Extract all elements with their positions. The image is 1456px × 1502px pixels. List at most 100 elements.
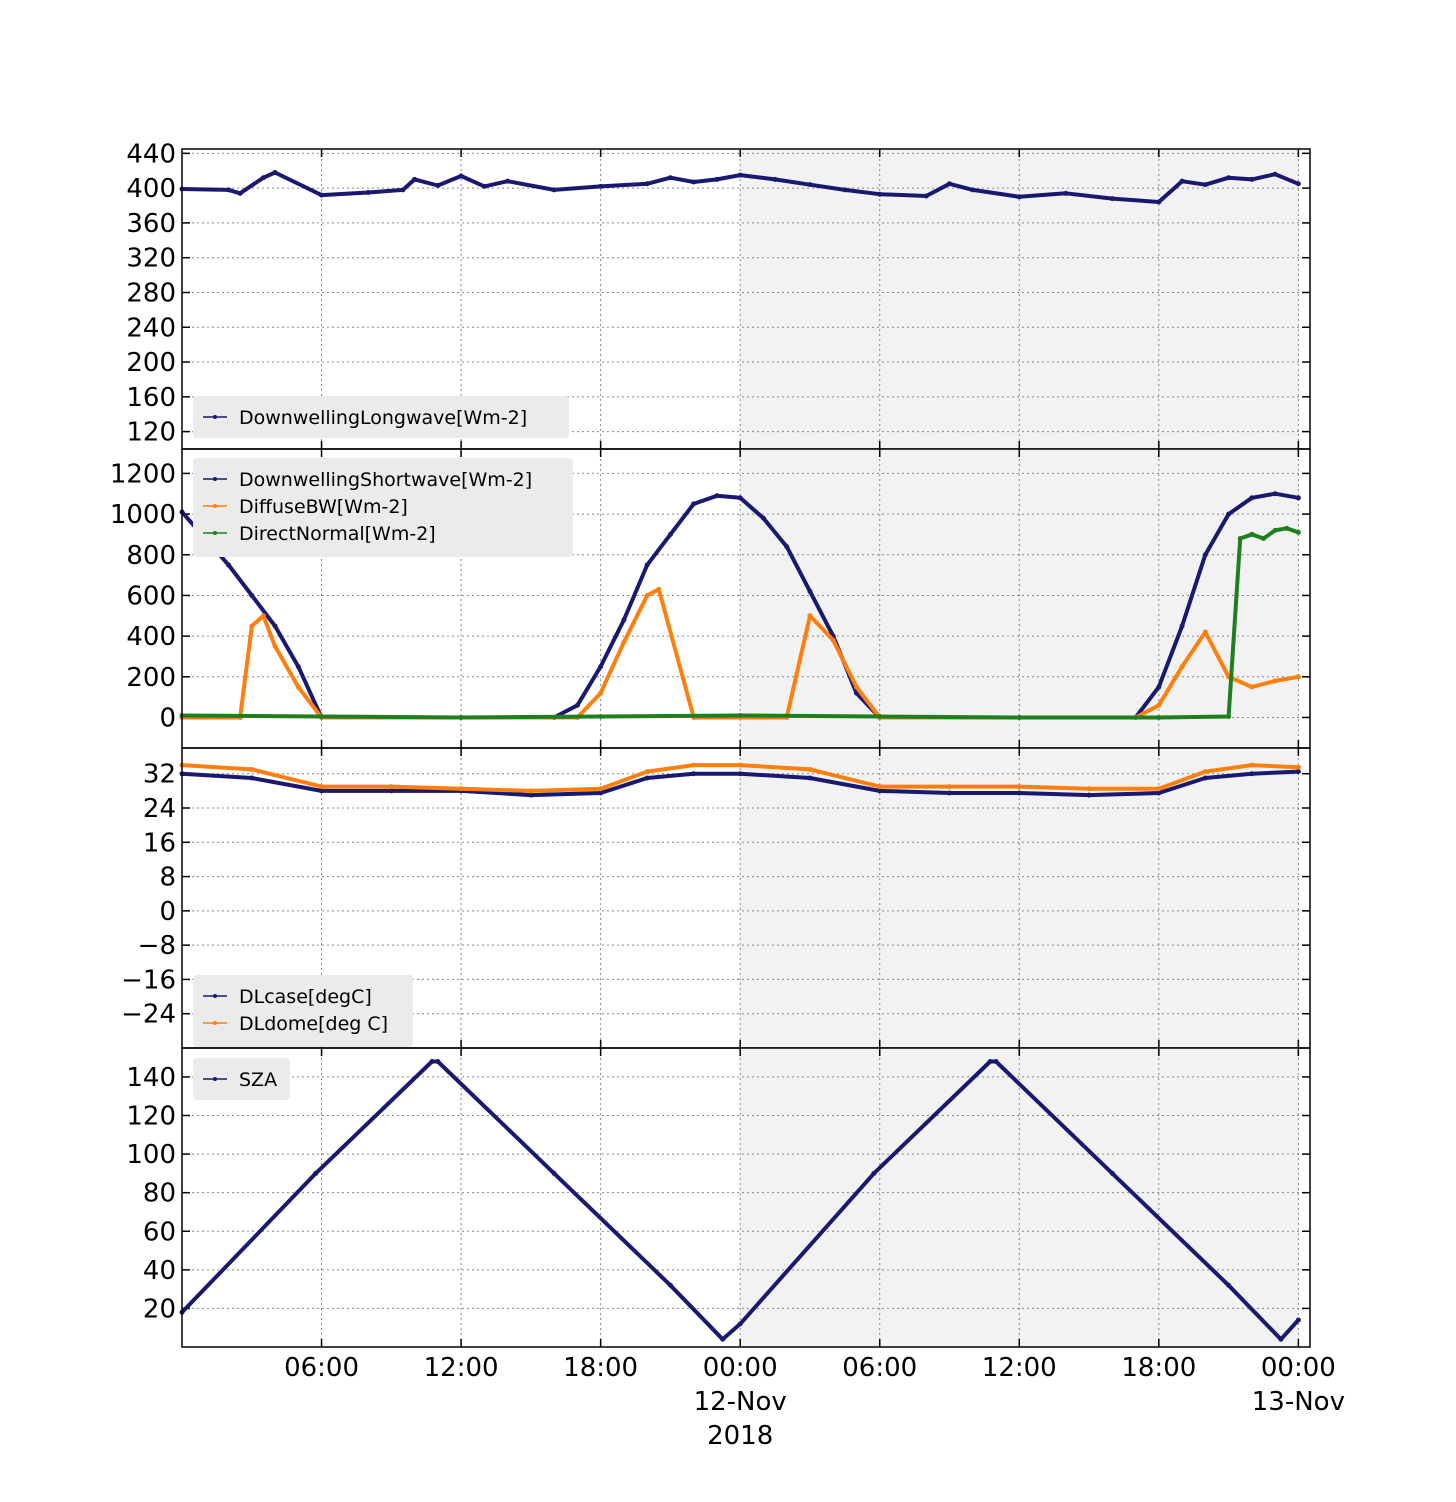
data-point [1109, 1170, 1115, 1176]
legend-label: SZA [239, 1069, 277, 1091]
data-point [807, 775, 813, 781]
y-tick-label: 400 [126, 174, 176, 204]
data-point [598, 786, 604, 792]
data-point [528, 788, 534, 794]
y-tick-label: 60 [143, 1217, 176, 1247]
y-tick-label: −16 [121, 965, 176, 995]
data-point [551, 1170, 557, 1176]
legend-label: DirectNormal[Wm-2] [239, 523, 436, 545]
y-tick-label: −24 [121, 1000, 176, 1030]
data-point [644, 769, 650, 775]
data-point [319, 784, 325, 790]
data-point [1295, 181, 1301, 187]
y-tick-label: 20 [143, 1294, 176, 1324]
data-point [970, 187, 976, 193]
data-point [877, 788, 883, 794]
data-point [272, 169, 278, 175]
data-point [737, 771, 743, 777]
data-point [598, 664, 604, 670]
data-point [923, 193, 929, 199]
y-tick-label: 160 [126, 383, 176, 413]
y-tick-label: 360 [126, 209, 176, 239]
x-tick-label: 06:00 [284, 1353, 359, 1383]
data-point [1202, 769, 1208, 775]
data-point [319, 713, 325, 719]
legend-marker [213, 504, 217, 508]
data-point [551, 187, 557, 193]
data-point [272, 643, 278, 649]
data-point [691, 762, 697, 768]
data-point [1156, 786, 1162, 792]
y-tick-label: 1000 [110, 500, 176, 530]
data-point [435, 183, 441, 189]
legend-marker [213, 1021, 217, 1025]
data-point [1295, 495, 1301, 501]
y-tick-label: 40 [143, 1256, 176, 1286]
data-point [1086, 786, 1092, 792]
x-tick-label: 00:00 [703, 1353, 778, 1383]
legend-box [193, 396, 569, 438]
data-point [458, 786, 464, 792]
data-point [691, 501, 697, 507]
data-point [458, 714, 464, 720]
data-point [249, 766, 255, 772]
data-point [319, 192, 325, 198]
data-point [505, 178, 511, 184]
data-point [226, 562, 232, 568]
data-point [877, 784, 883, 790]
data-point [295, 684, 301, 690]
legend-marker [213, 994, 217, 998]
x-year-label: 2018 [707, 1421, 773, 1451]
data-point [598, 713, 604, 719]
data-point [760, 515, 766, 521]
y-tick-label: 200 [126, 348, 176, 378]
legend-marker [213, 415, 217, 419]
data-point [1295, 769, 1301, 775]
data-point [1016, 714, 1022, 720]
x-tick-label: 18:00 [1121, 1353, 1196, 1383]
data-point [807, 588, 813, 594]
x-tick-label: 18:00 [563, 1353, 638, 1383]
data-point [598, 690, 604, 696]
y-tick-label: 0 [159, 897, 176, 927]
data-point [1226, 713, 1232, 719]
data-point [644, 592, 650, 598]
data-point [226, 187, 232, 193]
data-point [1202, 182, 1208, 188]
data-point [691, 179, 697, 185]
data-point [877, 713, 883, 719]
data-point [737, 172, 743, 178]
y-tick-label: 1200 [110, 459, 176, 489]
data-point [249, 623, 255, 629]
x-tick-label: 12:00 [424, 1353, 499, 1383]
data-point [1179, 664, 1185, 670]
data-point [667, 1282, 673, 1288]
data-point [1086, 792, 1092, 798]
data-point [1016, 784, 1022, 790]
legend-label: DLcase[degC] [239, 986, 372, 1008]
data-point [667, 175, 673, 181]
legend-label: DLdome[deg C] [239, 1013, 388, 1035]
data-point [237, 190, 243, 196]
x-tick-label: 06:00 [842, 1353, 917, 1383]
data-point [1295, 529, 1301, 535]
data-point [295, 664, 301, 670]
shaded-region [740, 449, 1299, 748]
y-tick-label: 800 [126, 541, 176, 571]
data-point [1272, 678, 1278, 684]
data-point [598, 183, 604, 189]
series-line [180, 491, 1299, 720]
y-tick-label: 32 [143, 760, 176, 790]
data-point [737, 712, 743, 718]
data-point [947, 181, 953, 187]
y-tick-label: 400 [126, 622, 176, 652]
y-tick-label: 100 [126, 1140, 176, 1170]
data-point [772, 176, 778, 182]
y-tick-label: 120 [126, 418, 176, 448]
data-point [249, 775, 255, 781]
data-point [1272, 171, 1278, 177]
data-point [574, 702, 580, 708]
data-point [1249, 684, 1255, 690]
